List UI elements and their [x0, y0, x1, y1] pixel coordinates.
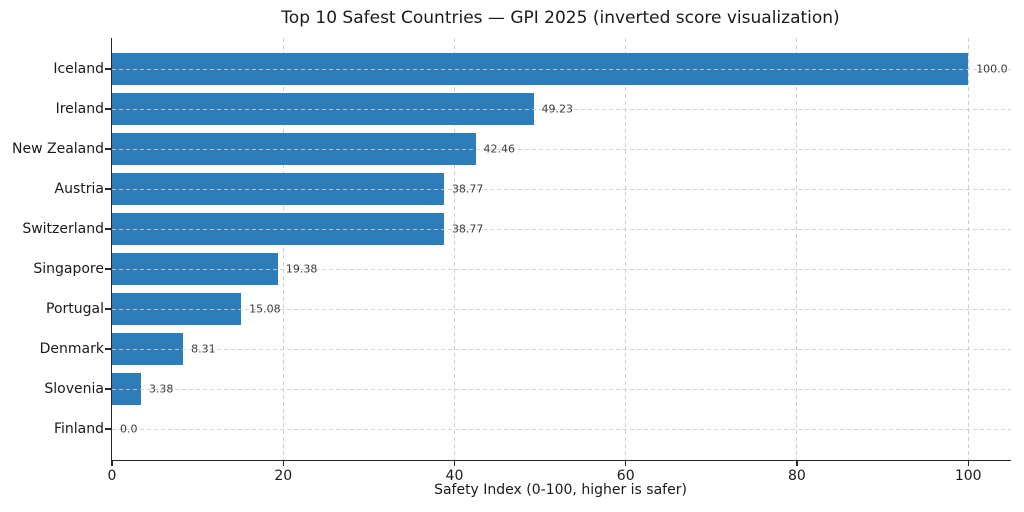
- vertical-gridline: [625, 38, 627, 460]
- x-tick-label: 40: [445, 468, 464, 484]
- vertical-gridline: [967, 38, 969, 460]
- category-label-slovenia: Slovenia: [44, 381, 104, 397]
- x-tick-mark: [111, 460, 113, 466]
- horizontal-gridline: [112, 428, 1011, 430]
- horizontal-gridline: [112, 188, 1011, 190]
- x-tick-mark: [625, 460, 627, 466]
- x-axis-label: Safety Index (0-100, higher is safer): [434, 482, 687, 498]
- y-tick-mark: [105, 388, 111, 390]
- category-label-portugal: Portugal: [46, 301, 104, 317]
- y-tick-mark: [105, 228, 111, 230]
- horizontal-gridline: [112, 268, 1011, 270]
- x-tick-label: 80: [788, 468, 806, 484]
- category-label-switzerland: Switzerland: [22, 221, 104, 237]
- vertical-gridline: [453, 38, 455, 460]
- horizontal-gridline: [112, 348, 1011, 350]
- category-label-iceland: Iceland: [53, 61, 104, 77]
- x-tick-label: 0: [107, 468, 117, 484]
- value-label-singapore: 19.38: [285, 262, 318, 276]
- horizontal-gridline: [112, 148, 1011, 150]
- value-label-austria: 38.77: [451, 182, 484, 196]
- category-label-ireland: Ireland: [55, 101, 104, 117]
- y-tick-mark: [105, 348, 111, 350]
- value-label-denmark: 8.31: [191, 342, 216, 356]
- plot-area: 0 20 40 60 80 100 Iceland 100.0 Ireland 49.23 New …: [12, 38, 1011, 484]
- x-tick-mark: [453, 460, 456, 466]
- x-tick-label: 20: [274, 468, 293, 484]
- y-tick-mark: [105, 108, 111, 110]
- value-label-portugal: 15.08: [249, 302, 281, 316]
- chart-title: Top 10 Safest Countries — GPI 2025 (inve…: [281, 8, 840, 28]
- value-label-ireland: 49.23: [541, 102, 574, 116]
- x-tick-mark: [796, 460, 798, 466]
- value-label-iceland: 100.0: [976, 62, 1008, 76]
- x-tick-label: 100: [954, 468, 982, 484]
- value-label-new-zealand: 42.46: [483, 142, 516, 156]
- vertical-gridline: [282, 38, 284, 460]
- category-label-finland: Finland: [53, 421, 104, 437]
- category-label-singapore: Singapore: [33, 261, 104, 277]
- y-tick-mark: [105, 188, 111, 190]
- value-label-slovenia: 3.38: [148, 382, 174, 396]
- horizontal-gridline: [112, 228, 1011, 230]
- horizontal-gridline: [112, 308, 1011, 310]
- x-tick-mark: [282, 460, 284, 466]
- y-tick-mark: [105, 148, 111, 150]
- value-label-switzerland: 38.77: [451, 222, 484, 236]
- horizontal-gridline: [112, 108, 1011, 110]
- category-label-austria: Austria: [54, 181, 104, 197]
- x-tick-label: 60: [616, 468, 635, 484]
- x-tick-mark: [967, 460, 969, 466]
- y-tick-mark: [105, 308, 111, 310]
- y-tick-mark: [105, 268, 111, 270]
- horizontal-gridline: [112, 388, 1011, 390]
- category-label-denmark: Denmark: [39, 341, 104, 357]
- y-tick-mark: [105, 68, 111, 70]
- y-tick-mark: [105, 428, 111, 430]
- category-label-new-zealand: New Zealand: [12, 141, 104, 157]
- horizontal-gridline: [112, 68, 1011, 70]
- vertical-gridline: [796, 38, 798, 460]
- value-label-finland: 0.0: [120, 422, 138, 436]
